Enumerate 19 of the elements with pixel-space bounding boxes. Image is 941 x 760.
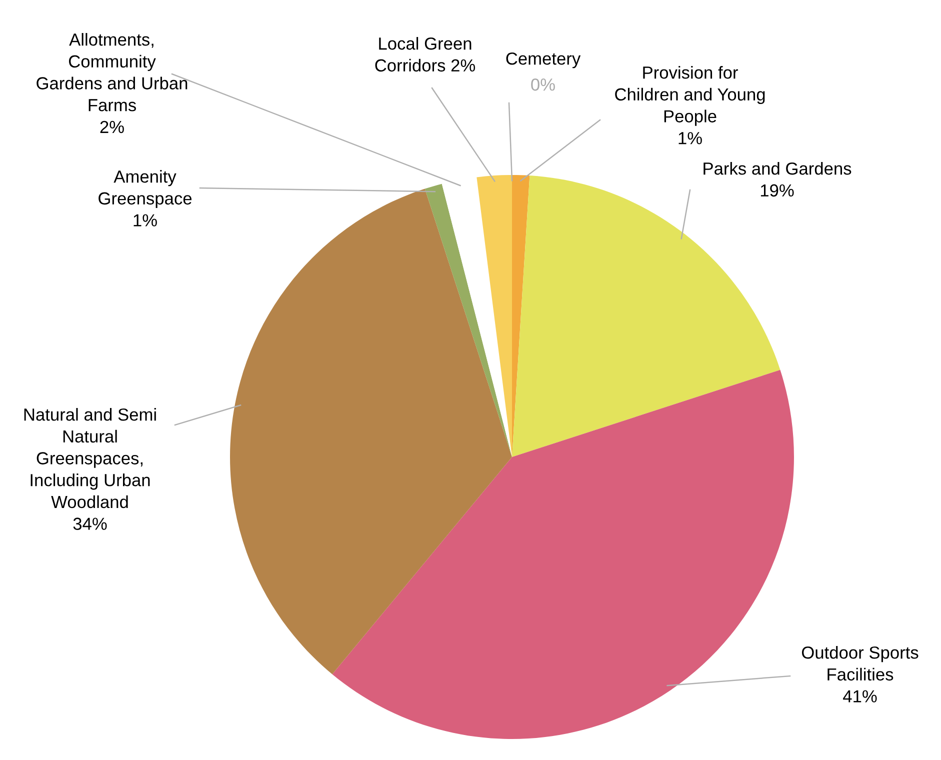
data-label: 1% — [134, 214, 157, 226]
slice-label: Outdoor Sports Facilities — [802, 646, 918, 681]
data-label: 41% — [843, 690, 877, 702]
pie-slice — [332, 370, 794, 739]
data-label: 34% — [73, 518, 107, 530]
text: 0% — [531, 78, 555, 91]
data-label: 19% — [760, 184, 794, 197]
pie-slice — [476, 175, 512, 457]
pie-slice — [424, 184, 512, 457]
pie-slice — [230, 188, 512, 674]
data-label: 1% — [678, 132, 702, 144]
slice-label: Natural and Semi Natural Greenspaces, Including Urban Woodland — [24, 408, 156, 508]
slice-label: Local Green Corridors 2% — [375, 37, 476, 72]
slice-label: Allotments, Community Gardens and Urban Farms — [36, 33, 188, 112]
slice-label: Amenity Greenspace — [98, 170, 192, 208]
slice-label: Parks and Gardens — [704, 162, 852, 175]
category-label: Cemetery — [506, 52, 581, 68]
data-label: 2% — [100, 120, 124, 134]
slice-label: Provision for Children and Young People — [615, 66, 765, 126]
